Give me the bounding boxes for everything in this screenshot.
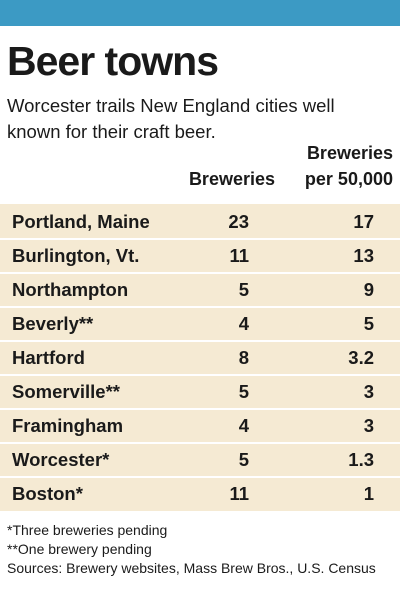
table-row: Worcester* 5 1.3 xyxy=(0,442,400,475)
table-row: Somerville** 5 3 xyxy=(0,374,400,407)
per-50000-value: 1.3 xyxy=(348,449,374,470)
chart-title: Beer towns xyxy=(7,38,219,84)
data-table: Portland, Maine 23 17 Burlington, Vt. 11 13 No… xyxy=(0,204,400,511)
row-divider xyxy=(0,340,400,342)
breweries-value: 4 xyxy=(238,313,249,334)
row-divider xyxy=(0,408,400,410)
per-50000-value: 5 xyxy=(363,313,374,334)
sources-note: Sources: Brewery websites, Mass Brew Bro… xyxy=(7,560,376,576)
per-50000-value: 17 xyxy=(353,211,374,232)
top-accent-bar xyxy=(0,0,400,26)
breweries-value: 23 xyxy=(228,211,249,232)
table-row: Burlington, Vt. 11 13 xyxy=(0,238,400,271)
per-50000-value: 1 xyxy=(363,483,374,504)
city-label: Worcester* xyxy=(12,449,110,470)
city-label: Framingham xyxy=(12,415,124,436)
breweries-value: 5 xyxy=(238,381,249,402)
footer-notes: *Three breweries pending **One brewery p… xyxy=(7,521,395,578)
city-label: Hartford xyxy=(12,347,85,368)
row-divider xyxy=(0,272,400,274)
table-row: Hartford 8 3.2 xyxy=(0,340,400,373)
city-label: Boston* xyxy=(12,483,83,504)
column-header-per-50000-line2: per 50,000 xyxy=(304,169,393,189)
row-divider xyxy=(0,476,400,478)
city-label: Burlington, Vt. xyxy=(12,245,140,266)
per-50000-value: 3 xyxy=(363,381,374,402)
per-50000-value: 3 xyxy=(363,415,374,436)
row-divider xyxy=(0,238,400,240)
breweries-value: 11 xyxy=(229,245,249,266)
city-label: Portland, Maine xyxy=(12,211,150,232)
per-50000-value: 3.2 xyxy=(348,347,374,368)
table-row: Northampton 5 9 xyxy=(0,272,400,305)
breweries-value: 11 xyxy=(229,483,249,504)
column-header-per-50000-line1: Breweries xyxy=(306,143,393,163)
table-row: Framingham 4 3 xyxy=(0,408,400,441)
breweries-value: 4 xyxy=(238,415,249,436)
city-label: Beverly** xyxy=(12,313,94,334)
per-50000-value: 13 xyxy=(353,245,374,266)
table-row: Portland, Maine 23 17 xyxy=(0,204,400,237)
column-header-per-50000: Breweries per 50,000 xyxy=(285,140,393,192)
table-row: Boston* 11 1 xyxy=(0,476,400,509)
chart-subtitle: Worcester trails New England cities well… xyxy=(7,95,335,142)
city-label: Somerville** xyxy=(12,381,120,402)
row-divider xyxy=(0,374,400,376)
footnote-three-pending: *Three breweries pending xyxy=(7,522,168,538)
row-divider xyxy=(0,306,400,308)
row-divider xyxy=(0,442,400,444)
column-header-breweries: Breweries xyxy=(188,169,275,189)
city-label: Northampton xyxy=(12,279,129,300)
table-row: Beverly** 4 5 xyxy=(0,306,400,339)
breweries-value: 5 xyxy=(238,279,249,300)
breweries-value: 5 xyxy=(238,449,249,470)
breweries-value: 8 xyxy=(238,347,249,368)
per-50000-value: 9 xyxy=(363,279,374,300)
footnote-one-pending: **One brewery pending xyxy=(7,541,152,557)
